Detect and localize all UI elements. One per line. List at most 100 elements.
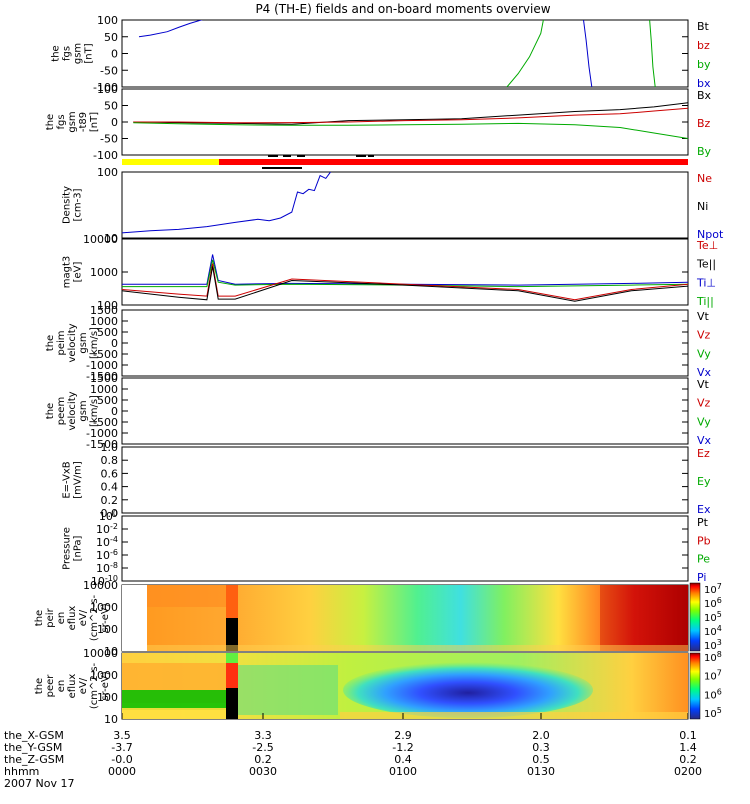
x-row-value: 3.3 [254,729,272,742]
x-row-value: 0200 [674,765,702,778]
series-magt3-eV--Ti⊥ [122,254,688,286]
series-magt3-eV--Ti|| [122,259,688,288]
x-row-value: 3.5 [113,729,131,742]
tick-label: -500 [93,416,118,429]
tick-label: -50 [100,133,118,146]
legend-fgs-t89-0: Bx [697,89,712,102]
tick-label: 100 [97,299,118,312]
y-axis-label-peim-velocity: thepeimvelocitygsm[km/s] [45,323,100,362]
colorbar-label: 105 [704,706,722,721]
x-row-value: 0.5 [532,753,550,766]
legend-pressure-2: Pe [697,553,710,566]
tick-labels: 100500-50-100100500-50-10010010100001000… [83,14,118,726]
legend-fgs-0: Bt [697,20,710,33]
y-axis-label-efield: E=-VxB[mV/m] [62,461,84,499]
plot-title: P4 (TH-E) fields and on-board moments ov… [255,2,550,16]
tick-label: 1500 [90,372,118,385]
tick-label: 50 [104,31,118,44]
tick-label: 1000 [90,383,118,396]
legend-fgs-3: bx [697,77,711,90]
legend-pressure-0: Pt [697,516,709,529]
peir-colorbar [689,582,701,652]
legend-density-0: Ne [697,172,712,185]
series-the-fgs-gsm-nT--bx [583,20,593,87]
tick-label: 50 [104,100,118,113]
tick-label: 100 [97,14,118,27]
x-row-value: 0030 [249,765,277,778]
tick-label: 10000 [83,579,118,592]
colorbar-label: 106 [704,687,722,702]
y-axis-label-temperature: magt3[eV] [62,256,84,289]
colorbar-label: 106 [704,596,722,611]
panel-frame-peem-velocity [121,377,689,445]
legend-temperature-2: Ti⊥ [696,276,716,289]
mode-bar-slow [122,159,219,165]
tick-label: 10000 [83,233,118,246]
mode-bar-fast [219,159,688,165]
tick-label: -50 [100,64,118,77]
series-the-fgs-gsm-t89-nT--By [133,122,688,139]
tick-label: 0.0 [101,507,119,520]
tick-label: 0 [111,405,118,418]
y-labels: thefgsgsm[nT] thefgsgsm-t89[nT] Density[cm… [34,43,111,709]
legend-peim-velocity-1: Vz [697,329,711,342]
legend-peem-velocity-1: Vz [697,397,711,410]
tick-label: 1000 [90,669,118,682]
panel-frame-fgs [121,19,689,88]
legend-peem-velocity-3: Vx [697,434,712,447]
y-axis-label-peem-velocity: thepeemvelocitygsm[km/s] [45,391,100,430]
x-row-value: 0000 [108,765,136,778]
legend-pressure-3: Pi [697,571,706,584]
y-axis-label-fgs-t89: thefgsgsm-t89[nT] [45,111,100,132]
legend-density-1: Ni [697,200,708,213]
legend-fgs-1: bz [697,39,710,52]
panel-frame-peim-velocity [121,309,689,377]
tick-label: 0 [111,337,118,350]
tick-label: 1000 [90,266,118,279]
legend-temperature-0: Te⊥ [696,239,718,252]
legend-temperature-1: Te|| [696,258,716,271]
x-row-value: 0.3 [532,741,550,754]
tick-label: 100 [97,83,118,96]
legend-peem-velocity-0: Vt [697,378,710,391]
legend-temperature-3: Ti|| [696,295,714,308]
legend-fgs-t89-2: By [697,145,712,158]
x-row-value: 0.2 [679,753,697,766]
x-row-label: the_Y-GSM [4,741,62,754]
legend-peem-velocity-2: Vy [697,415,711,428]
tick-label: 100 [97,623,118,636]
y-axis-label-peir-spectrogram: thepeirenefluxeV/(cm^2-s-sr-eV) [34,594,111,641]
legend-efield-1: Ey [697,475,711,488]
tick-label: -500 [93,348,118,361]
tick-label: 0.2 [101,494,119,507]
tick-label: 1500 [90,304,118,317]
y-axis-label-fgs: thefgsgsm[nT] [51,43,95,64]
tick-label: 10000 [83,647,118,660]
series-the-fgs-gsm-t89-nT--Bx [133,102,688,125]
x-row-value: 0.2 [254,753,272,766]
panel-frame-pressure [121,515,689,582]
legend-fgs-t89-1: Bz [697,117,711,130]
x-row-value: 0.4 [394,753,412,766]
legend-efield-2: Ex [697,503,711,516]
legend-pressure-1: Pb [697,534,711,547]
legend-peim-velocity-3: Vx [697,366,712,379]
legend-fgs-2: by [697,58,711,71]
panel-frame-density [121,171,689,239]
y-axis-label-peer-spectrogram: thepeerenefluxeV/(cm^2-s-sr-eV) [34,662,111,709]
colorbar-label: 104 [704,624,722,639]
tick-label: 1000 [90,315,118,328]
tick-label: 500 [97,394,118,407]
series-the-fgs-gsm-nT--by [649,20,656,87]
tick-label: -1000 [86,427,118,440]
series-Density-cm-3--Npot [122,172,332,234]
colorbar-label: 107 [704,582,722,597]
tick-label: -1500 [86,370,118,383]
x-row-value: -1.2 [392,741,413,754]
legend-peim-velocity-0: Vt [697,310,710,323]
peer-spectrogram-image [122,653,688,719]
colorbar-label: 105 [704,610,722,625]
